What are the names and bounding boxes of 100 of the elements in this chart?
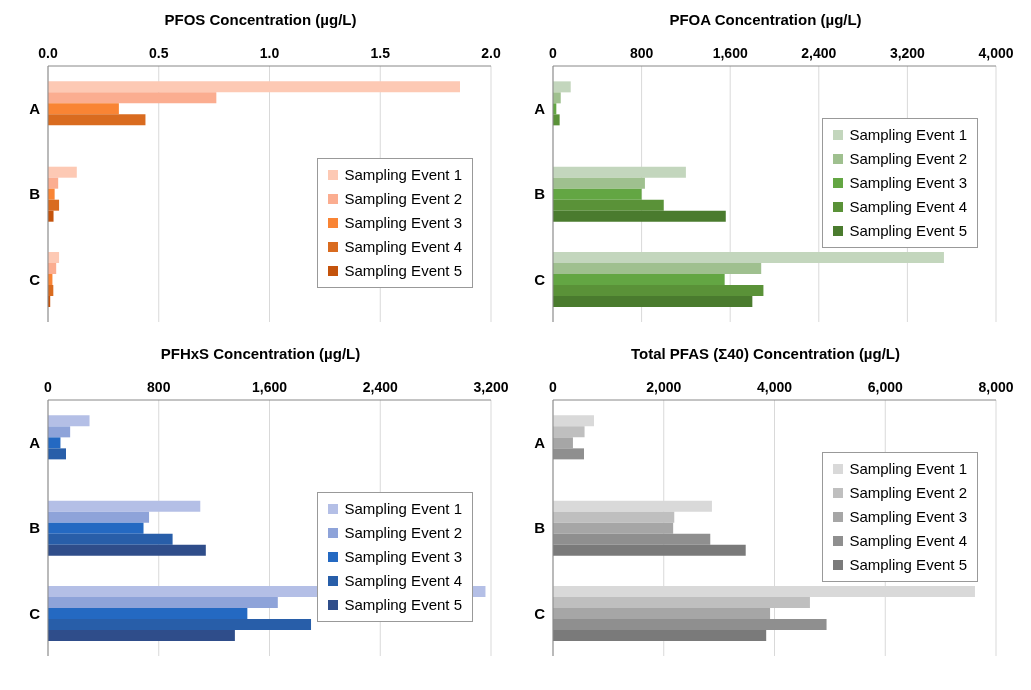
bar bbox=[553, 544, 746, 556]
bar bbox=[553, 608, 771, 620]
bar bbox=[48, 426, 71, 438]
bar bbox=[48, 92, 217, 104]
bar bbox=[553, 522, 674, 534]
bar bbox=[553, 177, 645, 189]
y-tick-label: C bbox=[29, 604, 41, 622]
legend-label: Sampling Event 4 bbox=[849, 531, 967, 551]
legend-label: Sampling Event 3 bbox=[344, 547, 462, 567]
x-tick-label: 3,200 bbox=[889, 45, 926, 61]
bar bbox=[553, 285, 764, 297]
bar bbox=[553, 199, 664, 211]
legend-label: Sampling Event 4 bbox=[849, 197, 967, 217]
bar bbox=[553, 597, 810, 609]
bar bbox=[48, 103, 119, 115]
legend-label: Sampling Event 4 bbox=[344, 237, 462, 257]
bar bbox=[553, 511, 675, 523]
bar bbox=[48, 533, 173, 545]
y-tick-label: A bbox=[29, 99, 41, 117]
legend-label: Sampling Event 2 bbox=[849, 483, 967, 503]
x-tick-label: 2.0 bbox=[481, 45, 501, 61]
bar bbox=[553, 426, 585, 438]
bar bbox=[553, 415, 594, 427]
bar bbox=[553, 274, 725, 286]
y-tick-label: A bbox=[29, 433, 41, 451]
legend-label: Sampling Event 5 bbox=[344, 595, 462, 615]
legend-label: Sampling Event 1 bbox=[849, 125, 967, 145]
bar bbox=[48, 522, 144, 534]
bar bbox=[553, 81, 571, 93]
legend-label: Sampling Event 2 bbox=[849, 149, 967, 169]
bar bbox=[48, 597, 278, 609]
legend-label: Sampling Event 1 bbox=[849, 459, 967, 479]
bar bbox=[48, 608, 248, 620]
y-tick-label: A bbox=[534, 433, 546, 451]
x-tick-label: 4,000 bbox=[756, 379, 793, 395]
legend-label: Sampling Event 1 bbox=[344, 499, 462, 519]
bar bbox=[48, 252, 60, 264]
bar bbox=[48, 166, 77, 178]
x-tick-label: 4,000 bbox=[978, 45, 1014, 61]
bar bbox=[553, 210, 726, 222]
y-tick-label: B bbox=[29, 519, 41, 537]
legend-label: Sampling Event 5 bbox=[849, 555, 967, 575]
y-tick-label: C bbox=[29, 270, 41, 288]
bar bbox=[48, 500, 201, 512]
x-tick-label: 0 bbox=[44, 379, 53, 395]
bar bbox=[48, 511, 150, 523]
bar bbox=[48, 619, 312, 631]
bar bbox=[553, 188, 642, 200]
x-tick-label: 6,000 bbox=[867, 379, 903, 395]
x-tick-label: 2,400 bbox=[801, 45, 837, 61]
bar bbox=[48, 199, 60, 211]
x-tick-label: 1.5 bbox=[370, 45, 391, 61]
x-tick-label: 0.0 bbox=[38, 45, 58, 61]
bar bbox=[553, 630, 767, 642]
x-tick-label: 1,600 bbox=[712, 45, 748, 61]
x-tick-label: 2,000 bbox=[646, 379, 682, 395]
bar bbox=[553, 252, 944, 264]
bar bbox=[553, 437, 573, 449]
bar bbox=[48, 415, 90, 427]
y-tick-label: C bbox=[534, 604, 546, 622]
legend-label: Sampling Event 3 bbox=[849, 173, 967, 193]
bar bbox=[553, 114, 560, 126]
bar bbox=[553, 92, 561, 104]
legend-label: Sampling Event 4 bbox=[344, 571, 462, 591]
legend-label: Sampling Event 1 bbox=[344, 165, 462, 185]
y-tick-label: B bbox=[534, 519, 546, 537]
bar bbox=[48, 544, 206, 556]
chart-title: PFOS Concentration (µg/L) bbox=[163, 10, 358, 30]
y-tick-label: B bbox=[29, 185, 41, 203]
bar bbox=[48, 210, 54, 222]
legend-label: Sampling Event 5 bbox=[849, 221, 967, 241]
x-tick-label: 800 bbox=[147, 379, 171, 395]
legend-label: Sampling Event 2 bbox=[344, 523, 462, 543]
legend-label: Sampling Event 5 bbox=[344, 261, 462, 281]
chart-title: PFOA Concentration (µg/L) bbox=[668, 10, 863, 30]
x-tick-label: 8,000 bbox=[978, 379, 1014, 395]
x-tick-label: 0.5 bbox=[149, 45, 169, 61]
bar bbox=[48, 81, 460, 93]
x-tick-label: 800 bbox=[629, 45, 654, 61]
bar bbox=[553, 263, 762, 275]
bar bbox=[48, 448, 66, 460]
chart-title: PFHxS Concentration (µg/L) bbox=[159, 344, 362, 364]
x-tick-label: 1,600 bbox=[251, 379, 288, 395]
x-tick-label: 2,400 bbox=[362, 379, 398, 395]
x-tick-label: 1.0 bbox=[259, 45, 280, 61]
y-tick-label: B bbox=[534, 185, 546, 203]
legend-label: Sampling Event 3 bbox=[849, 507, 967, 527]
y-tick-label: C bbox=[534, 270, 546, 288]
x-tick-label: 3,200 bbox=[473, 379, 509, 395]
legend-label: Sampling Event 2 bbox=[344, 189, 462, 209]
x-tick-label: 0 bbox=[549, 379, 558, 395]
bar bbox=[48, 188, 55, 200]
bar bbox=[48, 630, 235, 642]
x-tick-label: 0 bbox=[549, 45, 558, 61]
y-tick-label: A bbox=[534, 99, 546, 117]
legend-label: Sampling Event 3 bbox=[344, 213, 462, 233]
bar bbox=[553, 166, 686, 178]
bar bbox=[553, 296, 753, 308]
chart-title: Total PFAS (Σ40) Concentration (µg/L) bbox=[629, 344, 901, 364]
bar bbox=[48, 114, 146, 126]
